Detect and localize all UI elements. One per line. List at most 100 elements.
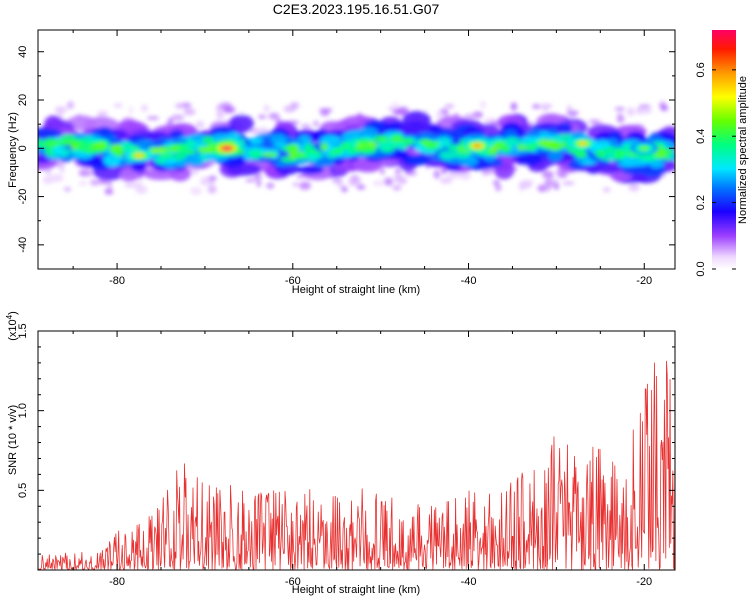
spectrogram-cell — [366, 141, 378, 148]
spectrogram-speckle — [89, 181, 101, 186]
spectrogram-cell — [149, 147, 165, 154]
spectrogram-speckle — [268, 112, 280, 120]
spectrogram-speckle — [435, 111, 445, 119]
x-tick-label: -40 — [461, 576, 477, 588]
spectrogram-speckle — [480, 100, 486, 109]
spectrogram-cell — [293, 151, 302, 158]
spectrogram-speckle — [180, 102, 192, 109]
spectrogram-cell — [229, 114, 254, 133]
spectrogram-cell — [246, 137, 263, 145]
spectrogram-speckle — [107, 180, 113, 189]
spectrogram-speckle — [300, 123, 311, 129]
spectrogram-y-label: Frequency (Hz) — [7, 112, 19, 188]
spectrogram-cell — [334, 148, 344, 154]
spectrogram-hotspot — [135, 153, 144, 158]
spectrogram-cell — [493, 140, 506, 148]
spectrogram-speckle — [562, 181, 575, 186]
spectrogram-speckle — [60, 167, 65, 173]
spectrogram-speckle — [263, 104, 270, 113]
spectrogram-speckle — [393, 174, 404, 181]
spectrogram-cell — [165, 158, 178, 165]
snr-y-label: SNR (10 * v/v) — [7, 405, 19, 475]
spectrogram-hotspot — [640, 146, 649, 151]
spectrogram-frame — [37, 29, 676, 270]
spectrogram-speckle — [78, 181, 88, 186]
spectrogram-speckle — [644, 109, 652, 114]
spectrogram-cell — [143, 168, 178, 181]
spectrogram-speckle — [540, 103, 550, 111]
spectrogram-speckle — [392, 185, 402, 191]
spectrogram-speckle — [207, 184, 217, 194]
spectrogram-cell — [340, 142, 351, 150]
spectrogram-speckle — [104, 187, 114, 195]
spectrogram-cell — [44, 137, 56, 144]
spectrogram-cell — [312, 156, 335, 168]
spectrogram-speckle — [54, 106, 67, 114]
spectrogram-band — [38, 100, 675, 196]
spectrogram-speckle — [66, 101, 75, 110]
spectrogram-cell — [537, 139, 554, 146]
spectrogram-speckle — [545, 185, 551, 192]
colorbar: 0.0 0.2 0.4 0.6 Normalized spectral amplitu… — [695, 30, 749, 277]
spectrogram-speckle — [290, 101, 300, 110]
spectrogram-cell — [422, 140, 431, 146]
spectrogram-speckle — [537, 184, 547, 193]
spectrogram-speckle — [395, 167, 401, 174]
spectrogram-speckle — [614, 107, 626, 111]
spectrogram-speckle — [494, 184, 502, 192]
spectrogram-cell — [614, 152, 624, 161]
chart-title: C2E3.2023.195.16.51.G07 — [273, 1, 440, 17]
spectrogram-speckle — [350, 174, 360, 184]
x-tick-label: -20 — [636, 275, 652, 287]
spectrogram-speckle — [296, 174, 304, 179]
spectrogram-speckle — [209, 179, 215, 185]
spectrogram-speckle — [391, 101, 400, 111]
spectrogram-speckle — [146, 116, 160, 120]
spectrogram-cell — [40, 143, 50, 148]
spectrogram-speckle — [433, 169, 441, 179]
spectrogram-speckle — [638, 104, 651, 109]
spectrogram-cell — [130, 159, 147, 173]
snr-ticks: -80 -60 -40 -20 0.5 1.0 1.5 — [17, 323, 675, 588]
spectrogram-speckle — [332, 178, 343, 184]
spectrogram-cell — [169, 129, 185, 140]
spectrogram-cell — [621, 143, 634, 153]
spectrogram-speckle — [626, 107, 635, 116]
spectrogram-speckle — [45, 168, 52, 175]
x-tick-label: -20 — [636, 576, 652, 588]
spectrogram-speckle — [141, 104, 148, 112]
spectrogram-speckle — [396, 106, 410, 116]
spectrogram-speckle — [380, 168, 385, 175]
snr-scale-close: ) — [7, 311, 19, 315]
spectrogram-cell — [169, 144, 179, 153]
spectrogram-cell — [594, 149, 606, 158]
spectrogram-speckle — [602, 187, 611, 193]
spectrogram-speckle — [266, 182, 275, 189]
spectrogram-cell — [378, 136, 388, 143]
spectrogram-speckle — [439, 177, 453, 184]
spectrogram-cell — [187, 156, 205, 167]
spectrogram-cell — [308, 149, 319, 154]
spectrogram-speckle — [482, 168, 495, 175]
spectrogram-speckle — [635, 107, 649, 115]
spectrogram-speckle — [550, 178, 559, 184]
spectrogram-cell — [261, 152, 278, 158]
spectrogram-speckle — [175, 102, 184, 109]
spectrogram-speckle — [444, 104, 455, 109]
spectrogram-cell — [113, 151, 125, 157]
spectrogram-cell — [51, 145, 64, 156]
spectrogram-cell — [439, 150, 456, 160]
spectrogram-speckle — [372, 180, 386, 187]
spectrogram-speckle — [588, 119, 601, 124]
spectrogram-cell — [389, 135, 404, 142]
spectrogram-speckle — [51, 173, 64, 183]
spectrogram-speckle — [518, 181, 532, 189]
spectrogram-cell — [198, 146, 215, 154]
spectrogram-speckle — [313, 120, 319, 127]
spectrogram-speckle — [459, 171, 472, 180]
spectrogram-cell — [525, 144, 537, 152]
x-tick-label: -60 — [285, 576, 301, 588]
colorbar-ticks: 0.0 0.2 0.4 0.6 — [695, 62, 736, 277]
spectrogram-speckle — [463, 113, 478, 120]
